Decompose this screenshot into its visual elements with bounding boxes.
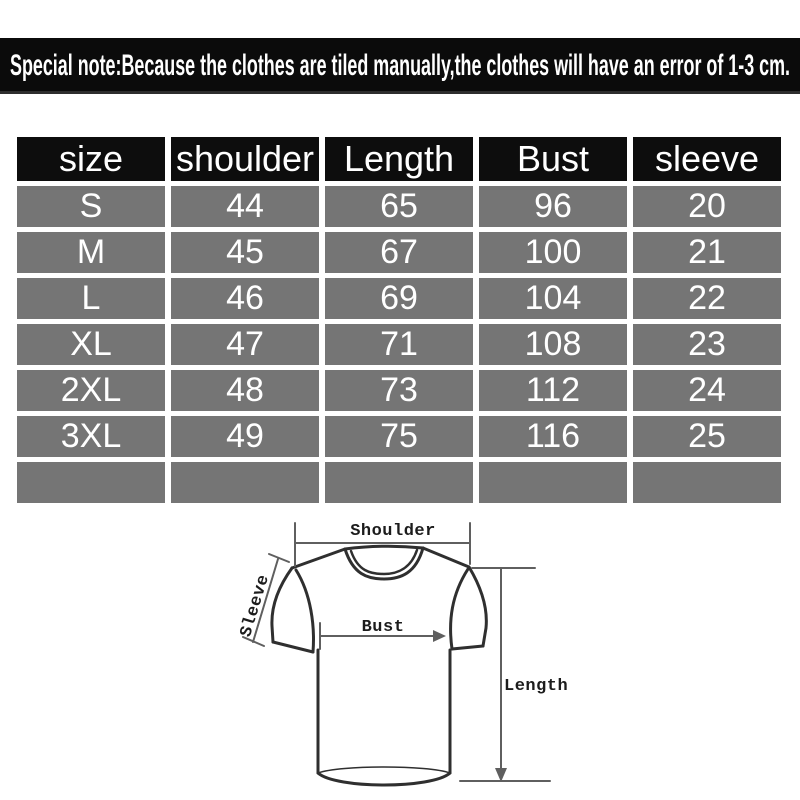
cell: 96 [479,186,627,227]
cell: 67 [325,232,473,273]
table-header-row: size shoulder Length Bust sleeve [17,137,781,181]
empty-cell [479,462,627,503]
collar-inner [349,548,419,576]
cell: 20 [633,186,781,227]
size-table: size shoulder Length Bust sleeve S 44 65… [11,132,787,508]
cell: 69 [325,278,473,319]
hem-top-arc [317,766,451,774]
special-note-banner: Special note:Because the clothes are til… [0,38,800,94]
table-row: XL 47 71 108 23 [17,324,781,365]
left-sleeve-outer [270,566,294,644]
cell: 44 [171,186,319,227]
table-row: M 45 67 100 21 [17,232,781,273]
header-cell-sleeve: sleeve [633,137,781,181]
banner-text-svg: Special note:Because the clothes are til… [10,49,790,82]
tshirt-measurement-diagram: Shoulder Sleeve Bust Length [237,522,568,787]
cell: 21 [633,232,781,273]
shoulder-label: Shoulder [350,522,436,541]
header-cell-length: Length [325,137,473,181]
special-note-text: Special note:Because the clothes are til… [10,49,790,82]
measure-arrowheads [433,630,507,782]
table-row: S 44 65 96 20 [17,186,781,227]
right-sleeve-outer [467,565,488,648]
empty-cell [325,462,473,503]
cell: 49 [171,416,319,457]
tshirt-outline [270,544,488,787]
right-shoulder-slope [421,546,471,569]
length-label: Length [504,677,568,696]
hem-bottom-arc [316,771,452,787]
cell: 71 [325,324,473,365]
cell: 3XL [17,416,165,457]
left-armhole [294,568,315,654]
bust-arrowhead [433,630,446,642]
cell: S [17,186,165,227]
empty-cell [633,462,781,503]
cell: XL [17,324,165,365]
cell: 112 [479,370,627,411]
cell: 2XL [17,370,165,411]
cell: 23 [633,324,781,365]
cell: 100 [479,232,627,273]
cell: 47 [171,324,319,365]
cell: 48 [171,370,319,411]
header-cell-size: size [17,137,165,181]
cell: L [17,278,165,319]
cell: 25 [633,416,781,457]
sleeve-measure-top-tick [268,553,290,563]
measurement-lines [242,522,551,782]
cell: 45 [171,232,319,273]
table-empty-row [17,462,781,503]
empty-cell [171,462,319,503]
left-cuff [271,640,315,654]
cell: M [17,232,165,273]
left-shoulder-slope [290,547,347,570]
table-row: 3XL 49 75 116 25 [17,416,781,457]
cell: 73 [325,370,473,411]
cell: 116 [479,416,627,457]
cell: 108 [479,324,627,365]
table-row: 2XL 48 73 112 24 [17,370,781,411]
cell: 104 [479,278,627,319]
collar-outer [343,546,425,581]
sleeve-measure-bottom-tick [242,636,265,647]
bust-label: Bust [362,618,405,637]
sleeve-measure-line [252,558,279,643]
header-cell-shoulder: shoulder [171,137,319,181]
header-cell-bust: Bust [479,137,627,181]
length-arrowhead [495,768,507,782]
cell: 46 [171,278,319,319]
back-neck-line [343,544,425,551]
right-cuff [450,644,485,651]
cell: 24 [633,370,781,411]
right-armhole [449,567,470,651]
table-row: L 46 69 104 22 [17,278,781,319]
cell: 22 [633,278,781,319]
empty-cell [17,462,165,503]
cell: 75 [325,416,473,457]
cell: 65 [325,186,473,227]
sleeve-label: Sleeve [237,572,274,639]
